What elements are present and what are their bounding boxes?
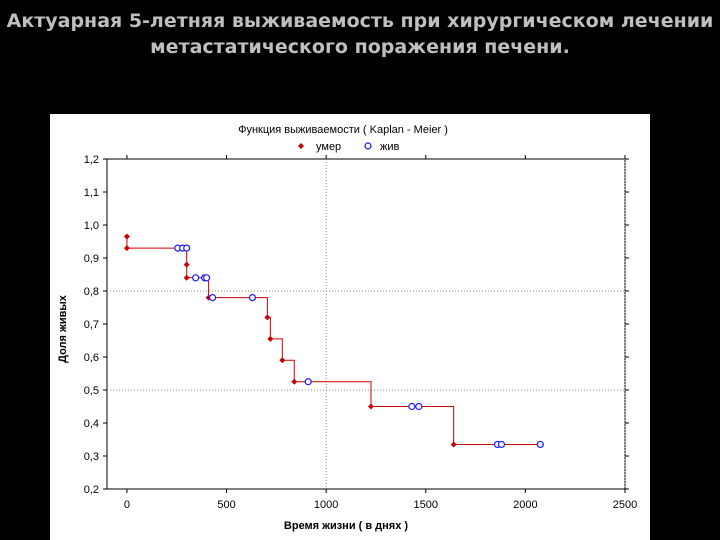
y-tick-label: 0,7: [84, 319, 99, 331]
chart-panel: Функция выживаемости ( Kaplan - Meier ) …: [50, 114, 650, 540]
legend: умер жив: [298, 141, 400, 153]
legend-event-marker: [298, 143, 304, 149]
censored-marker: [408, 402, 416, 411]
x-tick-label: 1000: [314, 499, 338, 511]
x-tick-label: 2000: [513, 499, 537, 511]
y-tick-label: 0,4: [84, 418, 99, 430]
x-tick-label: 0: [124, 499, 130, 511]
x-tick-label: 1500: [414, 499, 438, 511]
y-axis-ticks: 1,2 1,1 1,0 0,9 0,8 0,7 0,6 0,5 0,4 0,3 0,2: [84, 154, 629, 496]
y-tick-label: 0,3: [84, 451, 99, 463]
event-marker: [267, 335, 274, 342]
y-tick-label: 1,1: [84, 187, 99, 199]
grid-lines: [107, 159, 626, 489]
legend-censored-marker: [364, 142, 372, 150]
chart-title: Функция выживаемости ( Kaplan - Meier ): [238, 124, 448, 136]
censored-marker: [248, 294, 257, 302]
censored-marker: [183, 244, 191, 252]
x-tick-label: 2500: [613, 499, 637, 511]
y-tick-label: 0,9: [84, 253, 99, 265]
x-axis-ticks: 0 500 1000 1500 2000 2500: [124, 155, 637, 511]
km-step-line: [126, 236, 541, 445]
event-marker: [450, 441, 457, 448]
legend-censored-label: жив: [380, 141, 400, 153]
censored-marker: [304, 378, 312, 386]
censored-marker: [208, 294, 217, 302]
event-marker: [279, 357, 286, 364]
slide-title-line-2: метастатического поражения печени.: [150, 36, 570, 58]
plot-area-frame: [106, 158, 626, 490]
event-marker: [123, 233, 130, 240]
y-axis-label: Доля живых: [57, 294, 69, 363]
event-marker: [291, 378, 298, 385]
event-marker: [183, 261, 190, 268]
slide-title-line-1: Актуарная 5-летняя выживаемость при хиру…: [6, 10, 714, 32]
event-marker: [367, 403, 374, 410]
event-marker: [183, 274, 190, 281]
x-tick-label: 500: [217, 499, 235, 511]
y-tick-label: 1,2: [84, 154, 99, 166]
censored-marker: [415, 402, 423, 411]
event-marker: [123, 245, 130, 252]
censored-marker: [497, 440, 506, 449]
y-tick-label: 0,2: [84, 484, 99, 496]
y-tick-label: 0,8: [84, 286, 99, 298]
censored-marker: [536, 440, 544, 449]
censored-marker: [203, 274, 211, 282]
legend-event-label: умер: [316, 141, 341, 153]
km-curve: [126, 236, 541, 445]
survival-chart: Функция выживаемости ( Kaplan - Meier ) …: [57, 124, 637, 532]
y-tick-label: 0,5: [84, 385, 99, 397]
event-marker: [264, 314, 271, 321]
data-markers: [123, 233, 544, 449]
y-tick-label: 0,6: [84, 352, 99, 364]
slide-title: Актуарная 5-летняя выживаемость при хиру…: [0, 8, 720, 60]
censored-marker: [192, 274, 200, 282]
y-tick-label: 1,0: [84, 220, 99, 232]
x-axis-label: Время жизни ( в днях ): [284, 520, 408, 532]
